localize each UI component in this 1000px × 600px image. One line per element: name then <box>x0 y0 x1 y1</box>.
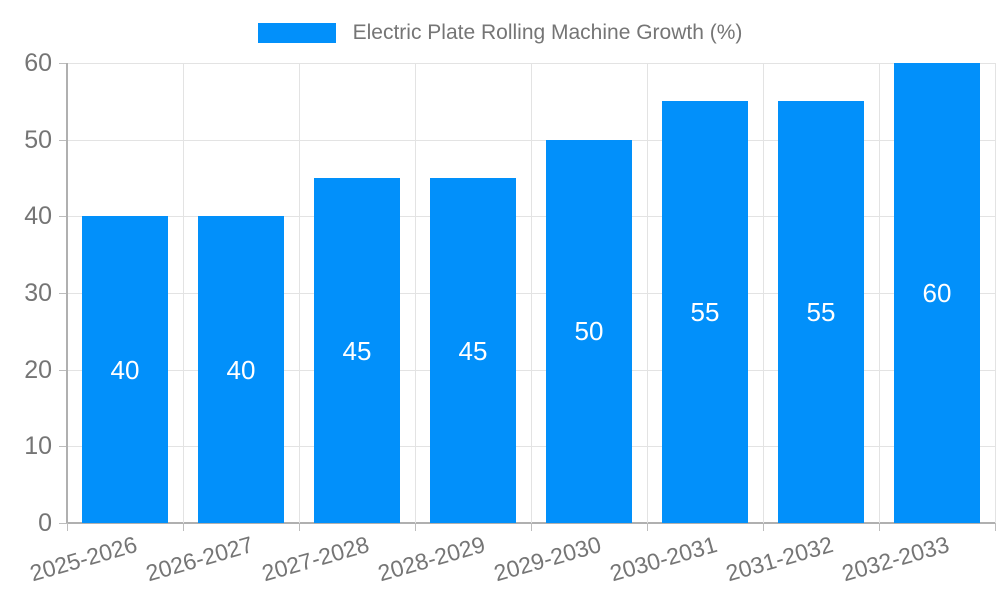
bar-value-label: 55 <box>690 297 720 328</box>
y-tick <box>59 139 67 141</box>
bar-2032-2033 <box>894 63 980 523</box>
grid-line-x <box>183 63 184 523</box>
bar-2026-2027 <box>198 216 284 523</box>
y-tick-label: 50 <box>24 125 52 154</box>
bar-2031-2032 <box>778 101 864 523</box>
grid-line-x <box>879 63 880 523</box>
bar-2025-2026 <box>82 216 168 523</box>
grid-line-x <box>299 63 300 523</box>
bar-2028-2029 <box>430 178 516 523</box>
y-tick-label: 10 <box>24 432 52 461</box>
x-tick <box>647 523 648 531</box>
y-tick <box>59 216 67 218</box>
bar-2027-2028 <box>314 178 400 523</box>
bar-value-label: 60 <box>922 278 952 308</box>
y-tick-label: 0 <box>38 509 52 537</box>
grid-line-x <box>647 63 648 523</box>
y-tick <box>59 63 67 64</box>
y-tick-label: 60 <box>24 49 52 77</box>
x-tick <box>183 523 184 531</box>
legend-swatch <box>257 23 336 43</box>
bar-value-label: 40 <box>110 354 140 385</box>
grid-line-x <box>763 63 764 523</box>
bar-2030-2031 <box>662 101 748 523</box>
y-tick-label: 20 <box>24 355 52 384</box>
x-tick <box>415 523 416 531</box>
x-tick <box>299 523 300 531</box>
y-tick-label: 40 <box>24 202 52 231</box>
y-tick <box>59 446 67 448</box>
x-tick <box>67 523 68 531</box>
x-tick <box>531 523 532 531</box>
grid-line-x <box>531 63 532 523</box>
bar-value-label: 45 <box>458 335 488 366</box>
x-tick <box>995 523 996 531</box>
y-axis-line <box>66 63 68 523</box>
x-tick <box>763 523 764 531</box>
bar-value-label: 55 <box>806 297 836 328</box>
bar-value-label: 45 <box>342 335 372 366</box>
grid-line-x <box>415 63 416 523</box>
x-tick <box>879 523 880 531</box>
bar-value-label: 40 <box>226 354 256 385</box>
y-tick <box>59 293 67 294</box>
y-tick <box>59 523 67 524</box>
y-tick <box>59 369 67 371</box>
legend-label: Electric Plate Rolling Machine Growth (%… <box>352 21 743 44</box>
chart-legend: Electric Plate Rolling Machine Growth (%… <box>0 18 1000 48</box>
grid-line-x <box>995 63 996 523</box>
y-tick-label: 30 <box>24 279 52 307</box>
bar-2029-2030 <box>546 139 632 523</box>
bar-value-label: 50 <box>574 316 604 347</box>
